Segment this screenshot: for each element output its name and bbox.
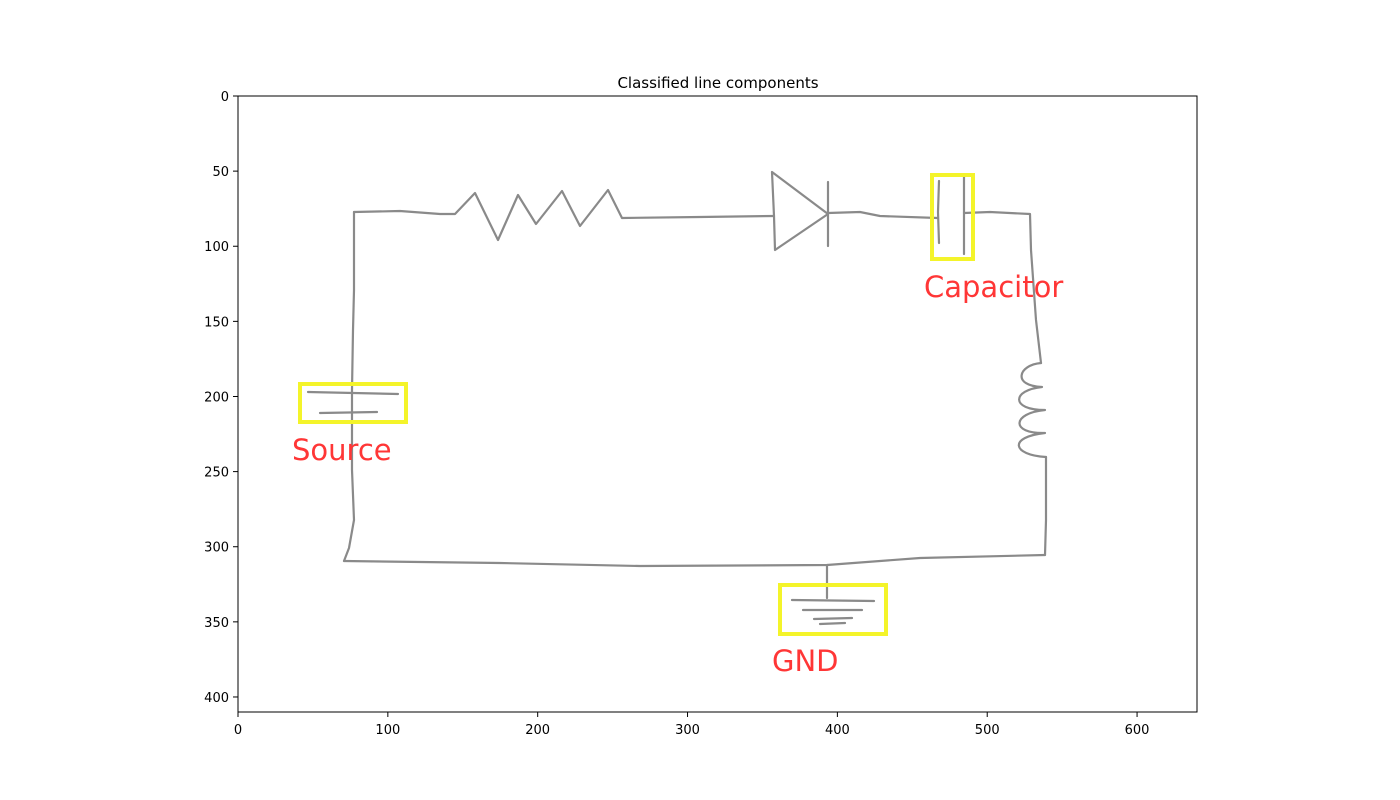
circuit-wires	[306, 170, 1048, 626]
y-axis: 0 50 100 150 200 250 300 350 400	[204, 90, 238, 706]
inductor	[1017, 361, 1048, 459]
capacitor-box	[930, 173, 975, 261]
y-tick-label: 250	[204, 466, 229, 481]
x-tick-label: 500	[975, 723, 1000, 738]
x-tick-label: 600	[1125, 723, 1150, 738]
source-plate-bottom	[318, 410, 379, 415]
figure-title: Classified line components	[617, 74, 818, 92]
gnd-label: GND	[772, 644, 839, 678]
top-wire-mid	[826, 210, 940, 220]
top-right-wire	[962, 210, 1043, 365]
y-tick-label: 100	[204, 240, 229, 255]
y-tick-label: 150	[204, 315, 229, 330]
source-label: Source	[292, 433, 392, 467]
detections: Source Capacitor GND	[292, 173, 1063, 678]
gnd-line-1	[790, 598, 876, 603]
capacitor-plate-left	[936, 179, 941, 245]
x-tick-label: 100	[375, 723, 400, 738]
y-tick-label: 350	[204, 616, 229, 631]
source-plate-top	[306, 390, 400, 396]
circuit-image: Source Capacitor GND	[237, 95, 1198, 713]
gnd-box	[778, 583, 888, 636]
x-tick-label: 200	[525, 723, 550, 738]
gnd-line-4	[818, 621, 847, 626]
y-tick-label: 300	[204, 541, 229, 556]
bottom-wire	[342, 553, 1047, 568]
source-box	[298, 382, 408, 424]
x-axis: 0 100 200 300 400 500 600	[234, 712, 1150, 738]
y-tick-label: 400	[204, 691, 229, 706]
left-wire	[342, 210, 356, 563]
x-tick-label: 400	[825, 723, 850, 738]
x-tick-label: 300	[675, 723, 700, 738]
axes-frame	[237, 95, 1198, 713]
y-tick-label: 0	[221, 90, 229, 105]
gnd-line-3	[812, 616, 854, 621]
capacitor-label: Capacitor	[924, 270, 1063, 304]
right-wire	[1043, 455, 1048, 557]
y-tick-label: 200	[204, 390, 229, 405]
y-tick-label: 50	[212, 165, 229, 180]
x-tick-label: 0	[234, 723, 242, 738]
resistor	[352, 188, 776, 242]
